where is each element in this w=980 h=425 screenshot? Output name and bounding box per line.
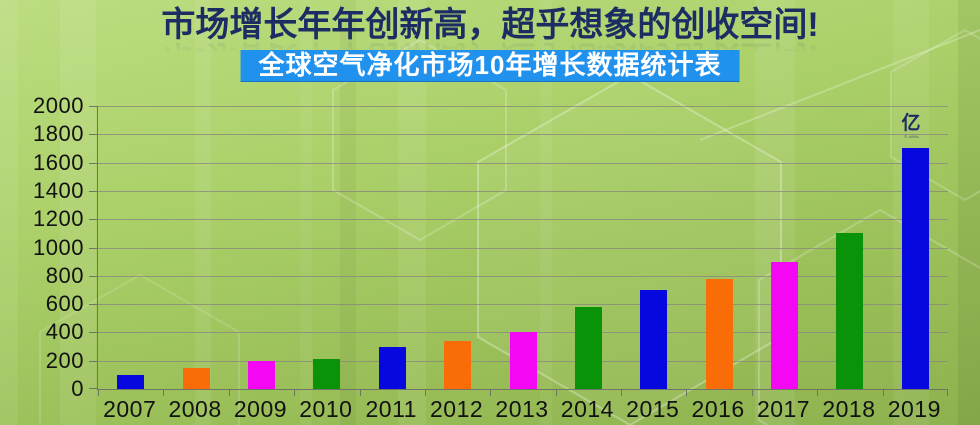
y-axis-label: 0: [71, 376, 84, 401]
hexagon-decoration: [758, 208, 980, 425]
bar-2013: [509, 332, 537, 389]
stripe-decoration: [60, 0, 96, 425]
bar-2009: [247, 360, 275, 389]
x-axis-label: 2008: [168, 396, 222, 422]
x-axis-label: 2016: [691, 396, 745, 422]
x-axis-tick: [424, 389, 426, 396]
x-axis-tick: [163, 389, 165, 396]
x-axis-tick: [686, 389, 688, 396]
hexagon-decoration: [477, 73, 782, 425]
chart-title-banner: 全球空气净化市场10年增长数据统计表: [240, 50, 740, 82]
y-axis-tick: [89, 388, 98, 389]
bar-2016: [705, 278, 733, 389]
page-title: 市场增长年年创新高，超乎想象的创收空间!: [161, 6, 819, 44]
gridline: [98, 162, 948, 164]
y-axis-tick: [89, 190, 98, 192]
gridline: [98, 275, 948, 277]
y-axis-tick: [89, 247, 98, 249]
x-axis-label: 2017: [756, 396, 811, 422]
stripe-decoration: [0, 0, 18, 425]
y-axis-label: 400: [45, 319, 84, 345]
y-axis-label: 2000: [33, 93, 84, 118]
x-axis-tick: [490, 389, 492, 396]
y-axis-tick: [89, 162, 98, 164]
x-axis-tick: [621, 389, 623, 396]
bar-2017: [771, 261, 799, 389]
y-axis-label: 1000: [33, 234, 84, 260]
y-axis-label: 1400: [33, 177, 84, 203]
gridline: [98, 134, 948, 136]
y-axis-tick: [89, 106, 98, 107]
gridline: [98, 304, 948, 306]
gridline: [98, 247, 948, 249]
x-axis-tick: [359, 389, 361, 396]
bar-2011: [378, 346, 406, 389]
gridline: [98, 219, 948, 221]
y-axis-tick: [89, 332, 98, 334]
x-axis-label: 2014: [560, 396, 614, 422]
x-axis-label: 2009: [233, 396, 288, 422]
bar-2012: [444, 340, 472, 389]
y-axis-label: 1200: [33, 206, 84, 232]
x-axis-tick: [751, 389, 753, 396]
x-axis-label: 2012: [430, 396, 484, 422]
hexagon-decoration: [39, 273, 240, 425]
x-axis-label: 2007: [103, 396, 157, 422]
x-axis-label: 2015: [626, 396, 680, 422]
y-axis-tick: [89, 134, 98, 136]
x-axis-tick: [228, 389, 230, 396]
bar-2018: [836, 233, 864, 389]
unit-label: 亿: [901, 113, 921, 134]
diagonal-line-decoration: [699, 29, 980, 141]
chart-title: 全球空气净化市场10年增长数据统计表: [258, 50, 722, 80]
y-axis-tick: [89, 360, 98, 362]
plot-area: [89, 106, 948, 396]
bar-2010: [313, 359, 341, 389]
stripe-decoration: [958, 0, 980, 425]
gridline: [98, 106, 948, 107]
bar-2007: [117, 374, 145, 389]
hexagon-decoration: [890, 28, 980, 202]
y-axis-label: 200: [45, 347, 84, 373]
y-axis-label: 600: [45, 291, 84, 317]
unit-label-reflection-text: 亿: [883, 131, 939, 138]
x-axis-tick: [817, 389, 819, 396]
y-axis-tick: [89, 219, 98, 221]
x-axis-label: 2013: [495, 396, 549, 422]
x-axis-tick: [882, 389, 884, 396]
bar-2008: [182, 367, 210, 389]
y-axis-label: 1600: [33, 149, 84, 175]
hexagon-decoration: [332, 38, 507, 242]
x-axis-label: 2011: [365, 396, 417, 422]
x-axis-tick: [947, 389, 948, 396]
y-axis-label: 1800: [33, 121, 84, 147]
x-axis-label: 2019: [887, 396, 941, 422]
x-axis-tick: [294, 389, 296, 396]
x-axis: 2007 2008 2009 2010 2011 2012 2013 2014 2015 2016…: [0, 396, 980, 424]
y-axis-tick: [89, 275, 98, 277]
bar-2019: [901, 148, 929, 389]
y-axis-tick: [89, 304, 98, 306]
y-axis-label: 800: [45, 262, 84, 288]
x-axis-tick: [555, 389, 557, 396]
x-axis-label: 2010: [299, 396, 353, 422]
bar-2014: [574, 306, 602, 389]
gridline: [98, 190, 948, 192]
x-axis-label: 2018: [822, 396, 876, 422]
bar-chart: 0 200 400 600 800 1000 1200 1400 1600 1800 2000: [0, 95, 980, 400]
x-axis-tick: [98, 389, 99, 396]
unit-label-reflection: 亿: [883, 131, 939, 138]
bar-2015: [640, 289, 668, 389]
